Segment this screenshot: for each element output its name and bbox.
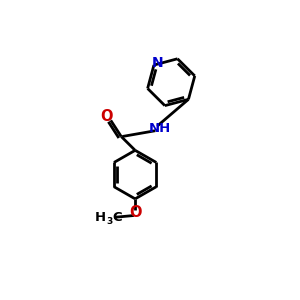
Text: O: O (100, 109, 113, 124)
Text: NH: NH (149, 122, 171, 135)
Text: 3: 3 (107, 217, 113, 226)
Text: O: O (130, 205, 142, 220)
Text: C: C (112, 211, 122, 224)
Text: H: H (95, 211, 106, 224)
Text: N: N (152, 56, 163, 70)
